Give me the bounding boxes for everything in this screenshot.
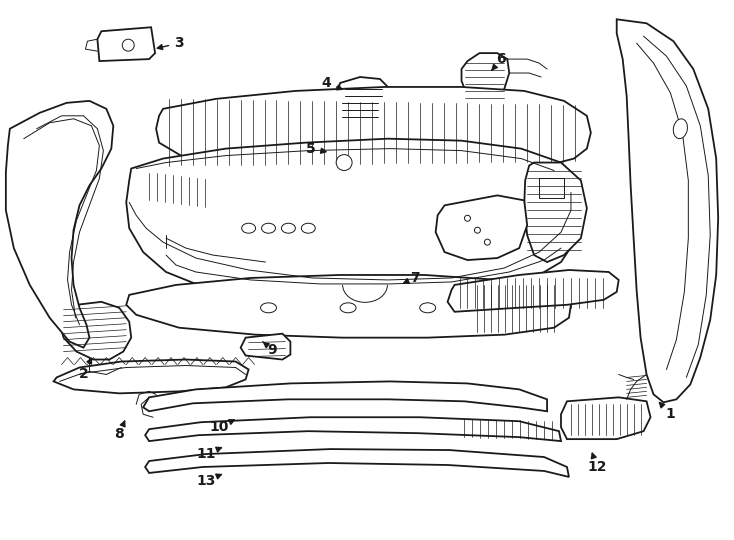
Text: 4: 4 (321, 76, 342, 90)
Polygon shape (617, 19, 718, 402)
Polygon shape (524, 163, 587, 262)
Polygon shape (156, 87, 591, 172)
Polygon shape (59, 302, 131, 360)
Text: 6: 6 (492, 52, 506, 70)
Ellipse shape (673, 119, 688, 139)
Text: 10: 10 (209, 420, 234, 434)
Polygon shape (126, 139, 584, 302)
Circle shape (484, 239, 490, 245)
Ellipse shape (261, 303, 277, 313)
Text: 9: 9 (263, 342, 277, 356)
Polygon shape (98, 27, 155, 61)
Polygon shape (312, 139, 372, 185)
Ellipse shape (340, 303, 356, 313)
Text: 1: 1 (659, 402, 675, 421)
Polygon shape (6, 101, 113, 348)
Text: 3: 3 (157, 36, 184, 50)
Circle shape (465, 215, 470, 221)
Polygon shape (241, 334, 291, 360)
Text: 7: 7 (404, 271, 420, 285)
Circle shape (474, 227, 481, 233)
Text: 11: 11 (196, 447, 222, 461)
Polygon shape (54, 360, 249, 393)
Polygon shape (462, 53, 509, 103)
Ellipse shape (241, 223, 255, 233)
Polygon shape (126, 275, 571, 338)
Polygon shape (436, 195, 527, 260)
Text: 13: 13 (196, 474, 222, 488)
Ellipse shape (302, 223, 316, 233)
Ellipse shape (281, 223, 295, 233)
Text: 12: 12 (587, 453, 606, 474)
Text: 8: 8 (115, 421, 125, 441)
Ellipse shape (420, 303, 436, 313)
Polygon shape (561, 397, 650, 439)
Polygon shape (448, 270, 619, 312)
Circle shape (123, 39, 134, 51)
Polygon shape (145, 449, 569, 477)
Circle shape (336, 154, 352, 171)
Polygon shape (338, 77, 392, 125)
Text: 5: 5 (305, 141, 326, 156)
Text: 2: 2 (79, 359, 92, 381)
Ellipse shape (261, 223, 275, 233)
Polygon shape (145, 417, 561, 441)
Polygon shape (143, 381, 547, 411)
